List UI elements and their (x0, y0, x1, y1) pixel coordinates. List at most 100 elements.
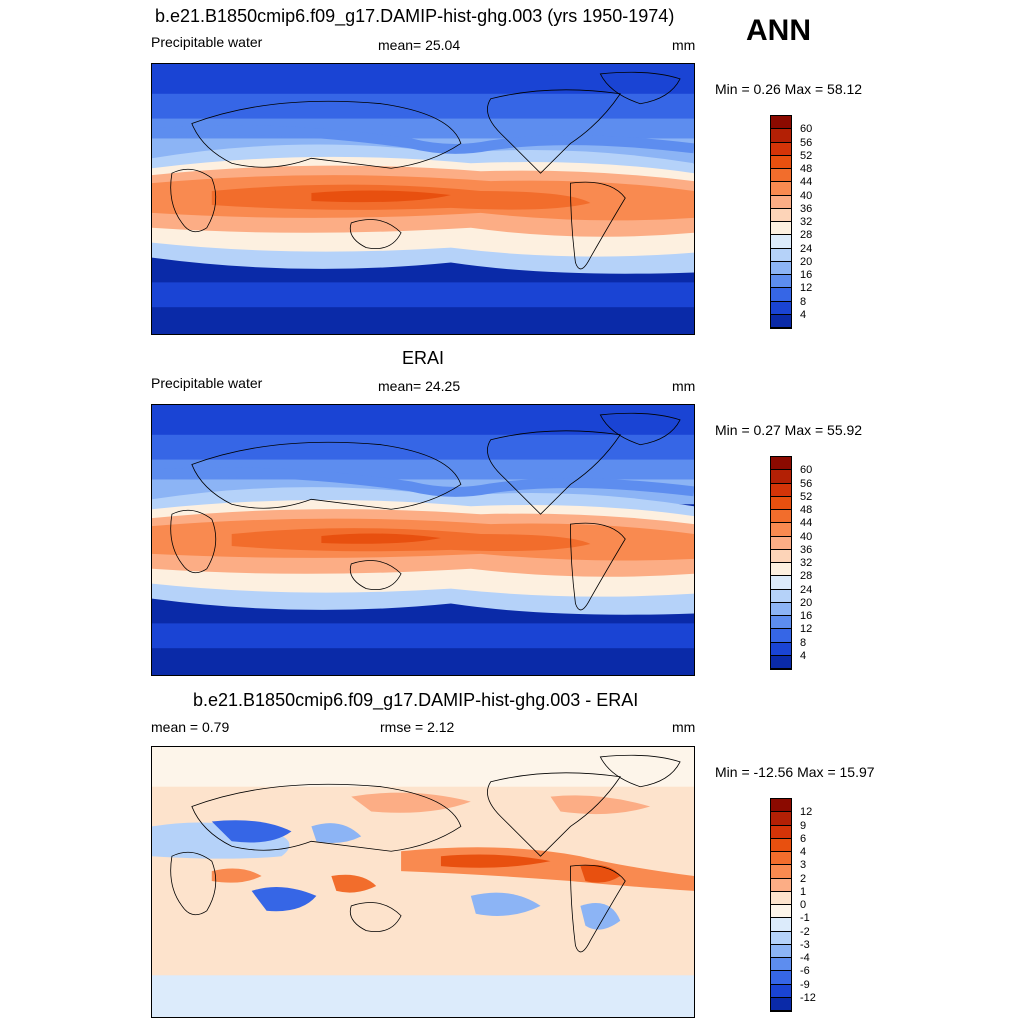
colorbar-swatch (771, 314, 791, 328)
colorbar-tick-label: 4 (800, 846, 807, 858)
colorbar-swatch (771, 642, 791, 656)
colorbar-tick-label: 20 (800, 596, 813, 609)
colorbar-tick-label: 9 (800, 819, 807, 832)
panel-1-map (151, 63, 695, 335)
colorbar-swatch (771, 116, 791, 130)
colorbar-tick-label: -6 (800, 965, 810, 978)
colorbar-swatch (771, 825, 791, 839)
colorbar-swatch (771, 208, 791, 222)
colorbar-tick-label: 28 (800, 229, 813, 242)
colorbar-tick-label: -1 (800, 912, 810, 925)
colorbar-tick-label: 12 (800, 623, 813, 636)
colorbar-swatch (771, 222, 791, 236)
colorbar-swatch (771, 536, 791, 550)
colorbar-swatch (771, 523, 791, 537)
colorbar-tick-label: 4 (800, 649, 807, 662)
colorbar-swatch (771, 261, 791, 275)
colorbar-swatch (771, 655, 791, 669)
colorbar-swatch (771, 629, 791, 643)
colorbar-tick-label: -2 (800, 925, 810, 938)
panel-3-minmax: Min = -12.56 Max = 15.97 (715, 764, 875, 780)
colorbar-swatch (771, 248, 791, 262)
panel-2-colorbar (770, 456, 792, 670)
colorbar-tick-label: 48 (800, 163, 813, 175)
colorbar-tick-label: 52 (800, 490, 813, 503)
colorbar-tick-label: 0 (800, 899, 807, 911)
panel-2-mean-label: mean= 24.25 (378, 378, 461, 394)
colorbar-tick-label: 56 (800, 477, 813, 490)
colorbar-swatch (771, 563, 791, 577)
colorbar-tick-label: 56 (800, 136, 813, 149)
colorbar-tick-label: 4 (800, 308, 807, 321)
panel-3-units-label: mm (672, 719, 696, 735)
colorbar-swatch (771, 142, 791, 156)
colorbar-swatch (771, 852, 791, 866)
colorbar-swatch (771, 616, 791, 630)
colorbar-tick-label: 12 (800, 282, 813, 295)
colorbar-swatch (771, 878, 791, 892)
colorbar-swatch (771, 576, 791, 590)
colorbar-swatch (771, 510, 791, 524)
colorbar-tick-label: 36 (800, 543, 813, 556)
panel-1-units-label: mm (672, 37, 696, 53)
panel-1-minmax: Min = 0.26 Max = 58.12 (715, 81, 863, 97)
colorbar-swatch (771, 799, 791, 813)
panel-2-units-label: mm (672, 378, 696, 394)
colorbar-tick-label: 2 (800, 872, 807, 885)
panel-3-colorbar (770, 798, 792, 1012)
colorbar-tick-label: 48 (800, 504, 813, 516)
colorbar-tick-label: 20 (800, 255, 813, 268)
colorbar-swatch (771, 984, 791, 998)
colorbar-swatch (771, 918, 791, 932)
colorbar-tick-label: 44 (800, 517, 813, 530)
colorbar-swatch (771, 182, 791, 196)
season-label: ANN (746, 14, 811, 47)
panel-1-mean-label: mean= 25.04 (378, 37, 461, 53)
colorbar-tick-label: 60 (800, 464, 813, 477)
colorbar-swatch (771, 457, 791, 471)
colorbar-tick-label: 32 (800, 557, 813, 569)
colorbar-swatch (771, 288, 791, 302)
colorbar-swatch (771, 602, 791, 616)
colorbar-swatch (771, 496, 791, 510)
colorbar-tick-label: 28 (800, 570, 813, 583)
colorbar-swatch (771, 275, 791, 289)
colorbar-tick-label: -3 (800, 938, 810, 951)
colorbar-tick-label: 32 (800, 216, 813, 228)
panel-2-minmax: Min = 0.27 Max = 55.92 (715, 422, 863, 438)
colorbar-tick-label: 24 (800, 583, 813, 596)
colorbar-tick-label: 8 (800, 295, 807, 308)
colorbar-swatch (771, 838, 791, 852)
colorbar-tick-label: 44 (800, 176, 813, 189)
colorbar-tick-label: -4 (800, 952, 810, 964)
colorbar-swatch (771, 944, 791, 958)
colorbar-tick-label: -12 (800, 991, 816, 1004)
panel-1-variable-label: Precipitable water (151, 34, 263, 50)
panel-2-map (151, 404, 695, 676)
panel-3-mean-label: mean = 0.79 (151, 719, 230, 735)
colorbar-swatch (771, 971, 791, 985)
colorbar-tick-label: 6 (800, 832, 807, 845)
colorbar-swatch (771, 301, 791, 315)
panel-3-title: b.e21.B1850cmip6.f09_g17.DAMIP-hist-ghg.… (193, 690, 639, 710)
panel-3-map (151, 746, 695, 1018)
colorbar-tick-label: 40 (800, 189, 813, 202)
colorbar-swatch (771, 997, 791, 1011)
colorbar-tick-label: 36 (800, 202, 813, 215)
colorbar-swatch (771, 470, 791, 484)
colorbar-swatch (771, 549, 791, 563)
colorbar-tick-label: 52 (800, 149, 813, 162)
panel-2-variable-label: Precipitable water (151, 375, 263, 391)
panel-2-title: ERAI (402, 348, 445, 368)
panel-1-title: b.e21.B1850cmip6.f09_g17.DAMIP-hist-ghg.… (155, 6, 675, 26)
colorbar-tick-label: 24 (800, 242, 813, 255)
colorbar-swatch (771, 958, 791, 972)
colorbar-tick-label: 60 (800, 123, 813, 136)
colorbar-swatch (771, 155, 791, 169)
panel-3-rmse-label: rmse = 2.12 (380, 719, 455, 735)
colorbar-swatch (771, 169, 791, 183)
colorbar-tick-label: 40 (800, 530, 813, 543)
colorbar-swatch (771, 483, 791, 497)
colorbar-swatch (771, 905, 791, 919)
panel-1-colorbar (770, 115, 792, 329)
